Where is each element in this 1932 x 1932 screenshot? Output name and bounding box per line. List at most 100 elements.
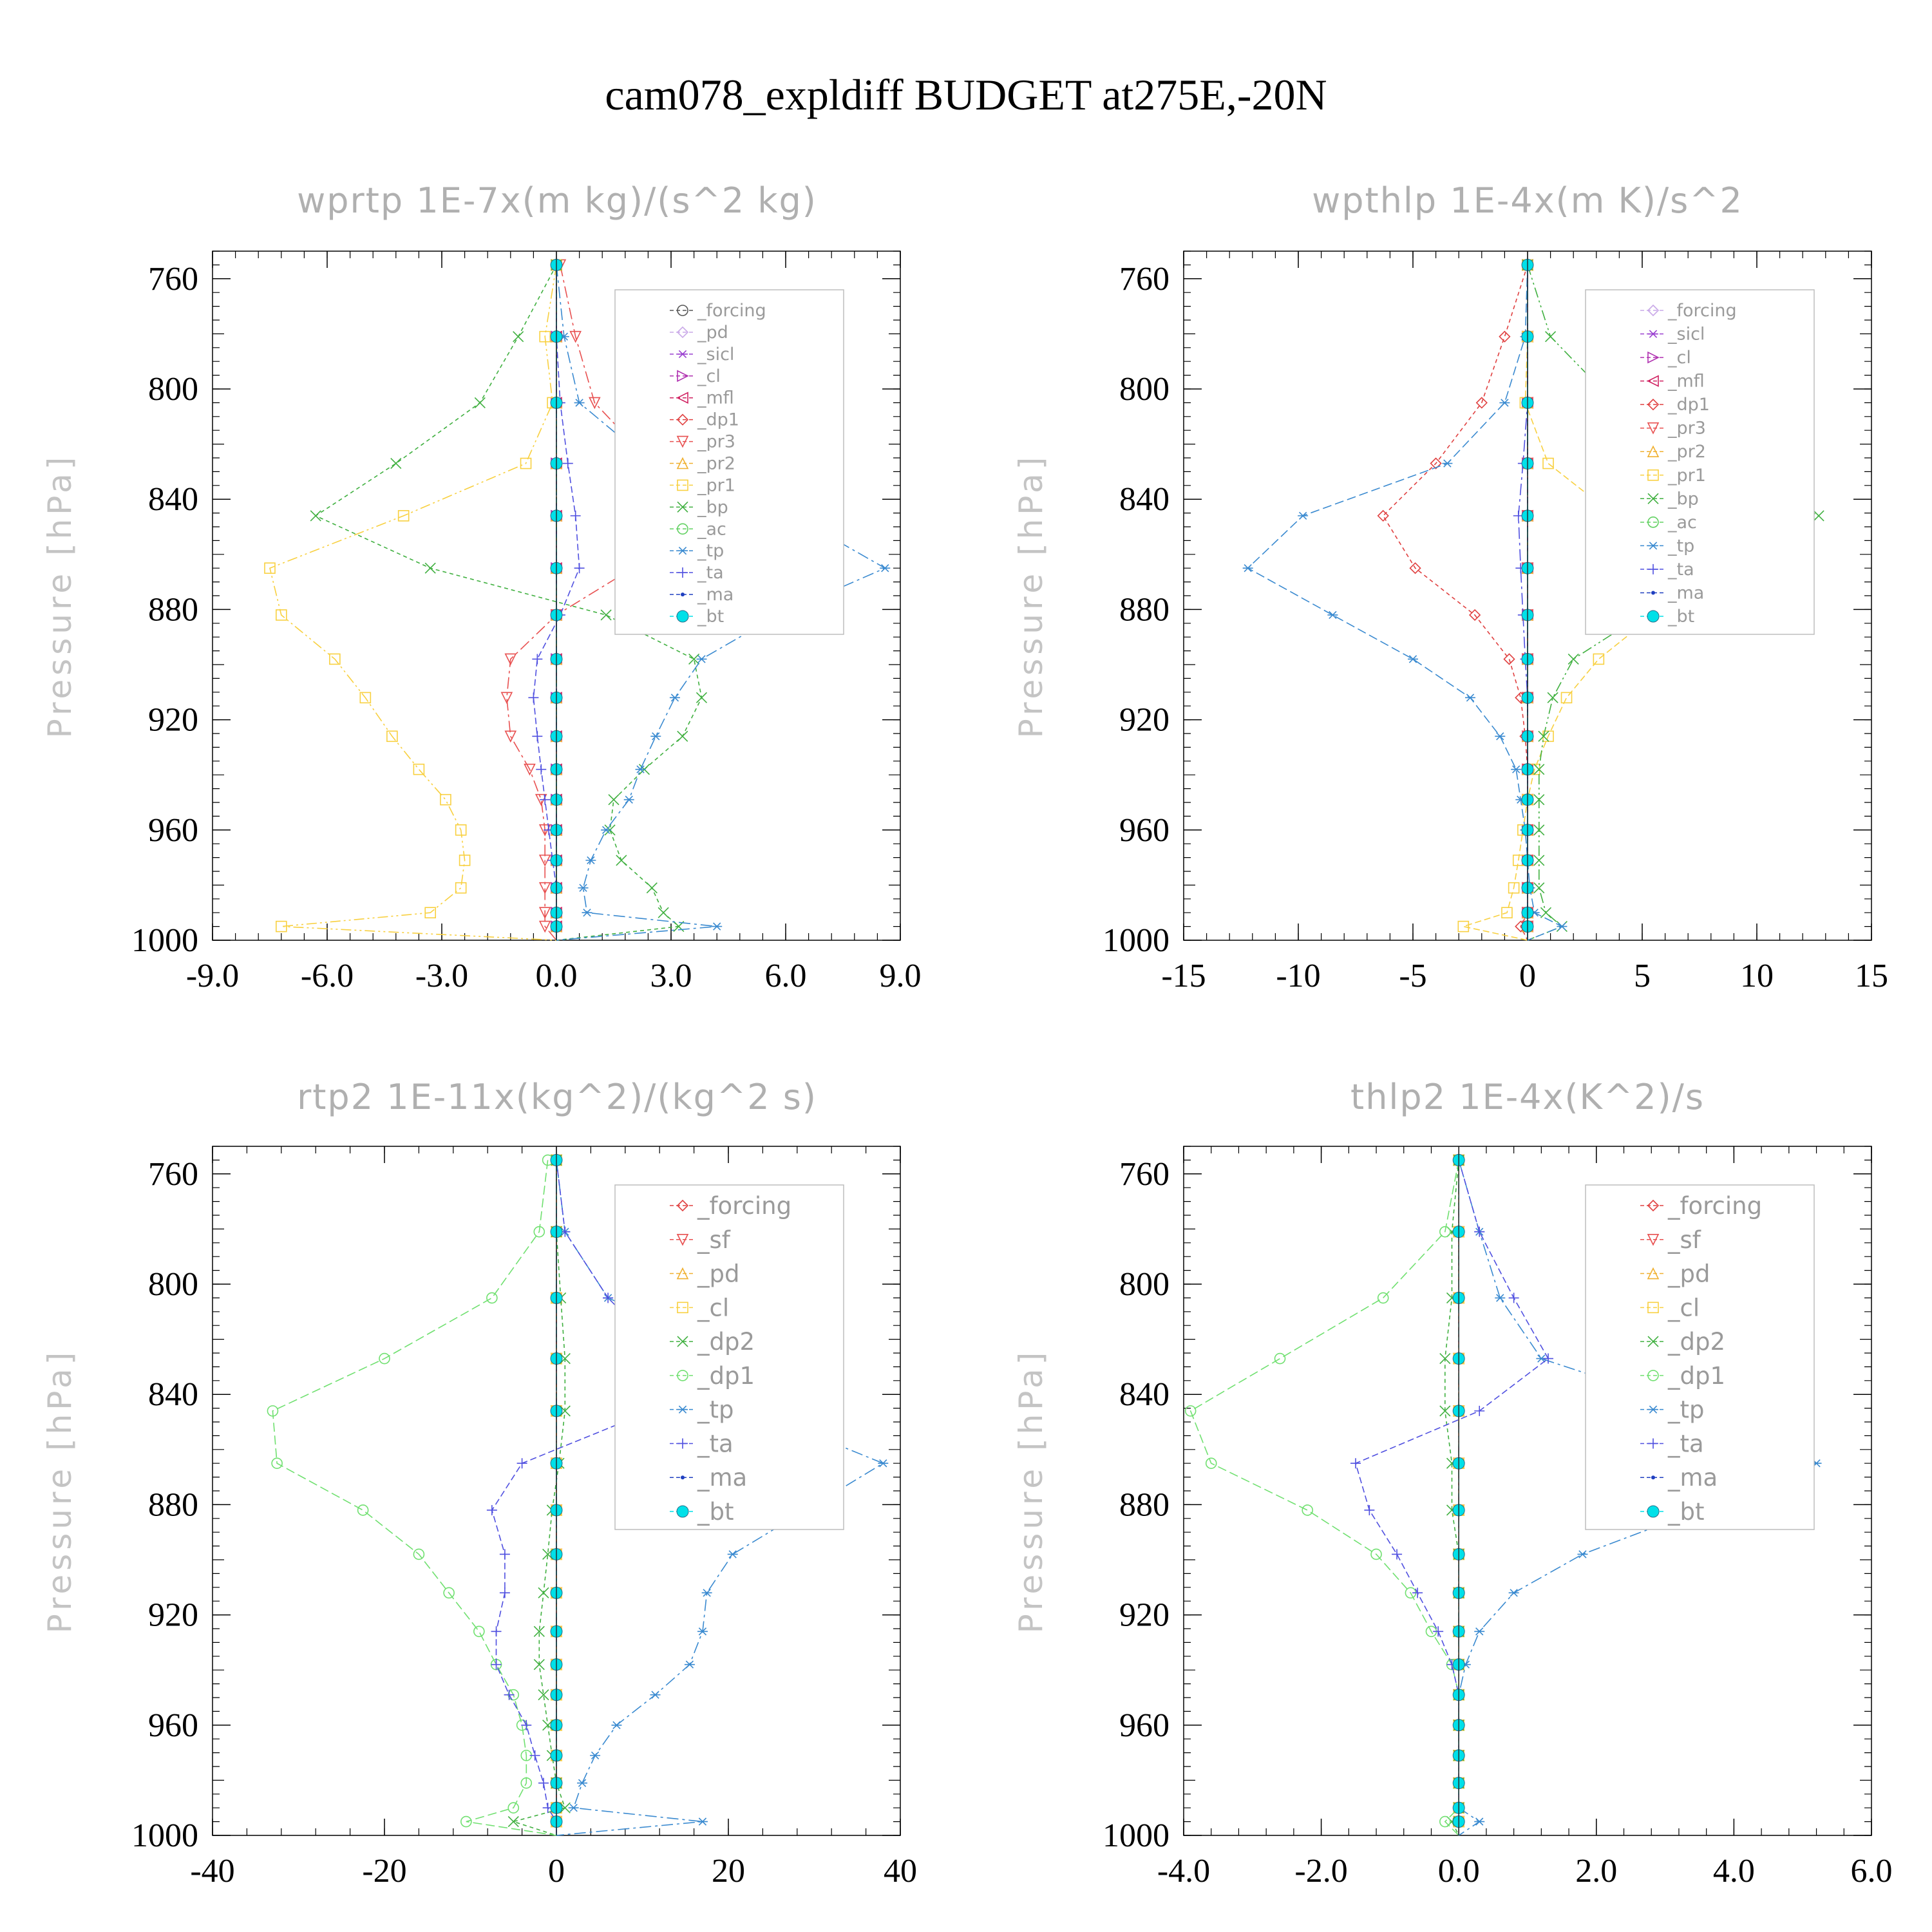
chart-panel-2: wpthlp 1E-4x(m K)/s^2 Pressure [hPa] 760 80… [1012,180,1888,994]
legend-marker [1647,351,1660,364]
series-line-dp2 [511,1160,566,1836]
legend-item-pr3: _pr3 [670,432,735,452]
point-ta-926 [532,731,543,742]
point-tp-995 [1474,1817,1485,1826]
point-bp-912 [696,692,708,703]
legend-item-cl: _cl [670,366,721,386]
y-tick-label-840: 840 [148,481,198,518]
legend-label: _pd [697,323,728,343]
point-dp1-827 [379,1352,390,1365]
legend-marker [1648,330,1658,338]
legend-label: _ta [697,1430,734,1457]
legend-marker [677,305,688,316]
series-dp2 [507,1154,571,1836]
y-tick-label-880: 880 [148,1486,198,1523]
point-pr1-865 [264,562,276,574]
point-dp2-938 [533,1659,545,1671]
point-tp-938 [684,1660,695,1669]
legend-marker [677,567,688,578]
x-tick-label-5: 10 [1740,958,1774,994]
series-line-dp1 [1382,265,1528,941]
legend-label: _ma [697,1464,747,1492]
legend-item-pd: _pd [670,323,728,343]
point-dp2-827 [559,1352,571,1365]
legend-label: _dp2 [697,1328,755,1356]
legend-item-sicl: _sicl [670,345,734,365]
x-tick-label-2: 0.0 [1438,1853,1480,1889]
point-dp1-882 [357,1504,369,1516]
point-tp-898 [1577,1550,1588,1558]
x-tick-label-1: -20 [362,1853,406,1889]
legend-label: _tp [697,541,724,561]
point-tp-912 [669,694,680,702]
point-dp1-995 [1439,1815,1451,1828]
point-pr1-990 [1501,907,1513,918]
y-tick-label-920: 920 [148,702,198,739]
legend-label: _forcing [1667,1192,1762,1220]
legend-label: _pr1 [1667,466,1706,486]
legend-marker [676,457,689,469]
legend-label: _tp [1667,1396,1705,1424]
point-dp1-926 [473,1625,485,1638]
point-tp-846 [1298,511,1309,520]
series-line-pr1 [1461,265,1685,941]
legend-label: _dp1 [1667,395,1710,415]
point-dp2-846 [559,1405,571,1417]
legend-marker [1648,1438,1658,1449]
legend-item-pr3: _pr3 [1640,419,1706,439]
legend-item-pr2: _pr2 [1640,442,1706,462]
x-tick-label-1: -6.0 [301,958,354,994]
point-dp1-846 [1184,1405,1197,1417]
point-bp-781 [513,331,524,343]
point-tp-805 [1495,1294,1506,1302]
point-pr1-912 [1560,692,1573,704]
y-tick-label-760: 760 [1119,261,1170,298]
legend-marker [677,1302,688,1314]
x-tick-label-4: 4.0 [1713,1853,1755,1889]
legend-label: _ta [697,563,724,583]
y-tick-label-760: 760 [148,1156,198,1193]
point-ta-846 [570,510,581,521]
point-pr3-912 [500,692,513,705]
point-dp2-846 [1439,1405,1451,1417]
chart-panel-3: rtp2 1E-11x(kg^2)/(kg^2 s) Pressure [hPa]… [41,1077,917,1889]
point-tp-926 [697,1627,708,1636]
point-tp-912 [1465,694,1475,702]
legend: _forcing _sicl _cl _mfl _dp1 _pr3 _pr2 _pr1 _bp _… [1585,289,1815,635]
point-bp-949 [1533,794,1545,806]
point-pr1-827 [1542,457,1554,469]
legend-item-mfl: _mfl [670,388,734,408]
legend-box [614,1184,844,1530]
point-ta-981 [538,1777,549,1788]
point-tp-912 [701,1589,712,1597]
y-axis-label: Pressure [hPa] [41,1349,79,1634]
series-line-dp2 [1444,1160,1459,1836]
legend-marker [1647,1233,1660,1246]
x-tick-label-1: -10 [1276,958,1320,994]
legend-label: _sicl [697,345,734,365]
point-bp-960 [1533,824,1545,836]
x-tick-label-3: 2.0 [1575,1853,1617,1889]
legend-marker [677,1438,688,1449]
point-dp1-865 [271,1457,283,1469]
legend-item-ma: _ma [1640,583,1704,603]
legend-label: _pr2 [697,454,735,474]
x-tick-label-0: -40 [190,1853,234,1889]
legend-item-bt: _bt [1640,1498,1705,1526]
y-tick-label-1000: 1000 [131,922,198,959]
series-line-pr1 [269,265,557,941]
point-dp1-898 [413,1548,425,1560]
legend-item-sf: _sf [670,1226,731,1254]
legend-marker [1647,1505,1660,1518]
point-pr1-882 [275,609,287,621]
series-pr1 [264,259,562,941]
legend-item-dp1: _dp1 [1640,395,1710,415]
y-axis-label: Pressure [hPa] [1012,453,1050,739]
legend-item-ta: _ta [1640,1430,1704,1457]
legend-marker [1647,493,1659,504]
point-dp1-865 [1409,562,1421,574]
legend-label: _tp [697,1396,734,1424]
legend-label: _forcing [1667,301,1737,321]
point-dp1-865 [1205,1457,1217,1469]
legend-marker [676,326,689,339]
